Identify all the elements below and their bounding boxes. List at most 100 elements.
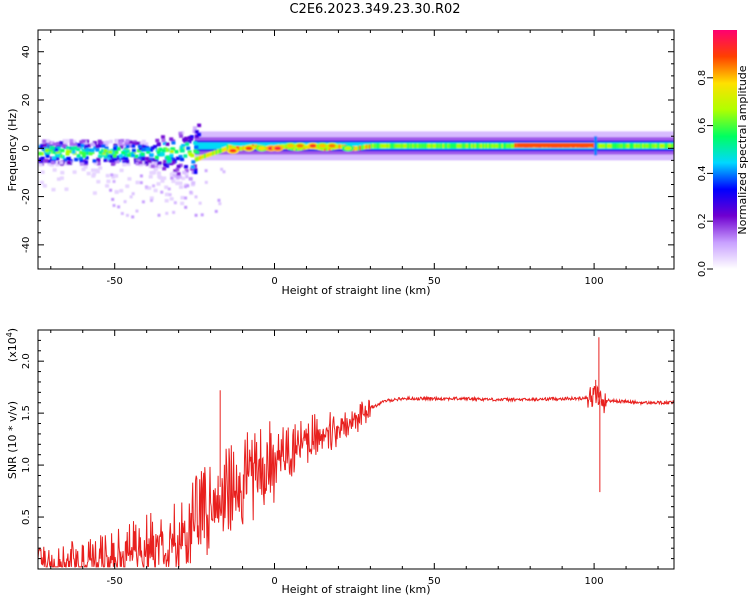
- spectrogram-noise-cell: [58, 154, 63, 158]
- snr-panel: -50 0 50 100 0.5 1.0 1.5 2.0 Height of straight…: [5, 328, 675, 596]
- spectrogram-noise-cell: [92, 191, 97, 195]
- spectrogram-noise-cell: [183, 154, 188, 158]
- spectrogram-faint-cell: [129, 195, 133, 199]
- spectrogram-noise-cell: [73, 146, 78, 150]
- spectrogram-cell: [637, 143, 640, 149]
- spectrogram-noise-cell: [110, 148, 115, 153]
- spectrogram-noise-cell: [187, 139, 192, 144]
- spectrogram-faint-cell: [112, 179, 116, 183]
- spectrogram-cell: [200, 154, 203, 160]
- snr-series-line: [38, 384, 674, 568]
- spectrogram-noise-cell: [115, 139, 120, 143]
- spectrogram-noise-cell: [48, 148, 53, 152]
- spectrogram-noise-cell: [191, 160, 196, 164]
- spectrogram-noise-cell: [147, 186, 152, 190]
- spectrogram-noise-cell: [45, 154, 50, 158]
- spectrogram-cell: [643, 143, 646, 149]
- spectrogram-noise-cell: [66, 160, 71, 165]
- spectrogram-cell: [440, 143, 443, 149]
- spectrogram-noise-cell: [127, 153, 132, 157]
- spectrogram-noise-cell: [196, 132, 201, 137]
- spectrogram-cell: [475, 143, 478, 149]
- spectrogram-cell: [431, 143, 434, 149]
- spectrogram-blob-core: [229, 148, 237, 153]
- spectrogram-cell: [421, 143, 424, 149]
- spectrogram-cell: [509, 143, 512, 149]
- spectrogram-noise-cell: [136, 148, 141, 153]
- spectrogram-noise-cell: [105, 173, 110, 178]
- spectrogram-noise-cell: [141, 139, 146, 144]
- spectrogram-noise-cell: [54, 156, 59, 161]
- spectrogram-faint-cell: [139, 174, 143, 178]
- spectrogram-cell: [220, 148, 223, 153]
- spectrogram-noise-cell: [176, 164, 181, 169]
- spectrogram-noise-cell: [119, 168, 124, 173]
- spectrogram-noise-cell: [68, 149, 73, 154]
- spectrogram-faint-cell: [200, 213, 204, 217]
- snr-multiplier: (x104): [5, 328, 19, 362]
- spectrogram-faint-cell: [204, 169, 208, 173]
- spectrogram-noise-cell: [65, 152, 70, 156]
- spectrogram-spike: [594, 136, 598, 156]
- spectrogram-cell: [410, 143, 413, 149]
- spectrogram-noise-cell: [54, 148, 59, 152]
- spectrogram-cell: [204, 153, 207, 159]
- spectrogram-noise-cell: [43, 159, 48, 163]
- spectrogram-cell: [512, 143, 515, 149]
- spectrogram-noise-cell: [197, 123, 202, 128]
- spectrogram-noise-cell: [192, 129, 197, 134]
- spectrogram-noise-cell: [164, 198, 169, 203]
- spectrogram-cell: [373, 143, 376, 149]
- spectrogram-cell: [619, 143, 622, 149]
- spectrogram-noise-cell: [76, 147, 81, 152]
- spectrogram-noise-cell: [92, 141, 97, 145]
- spectrogram-noise-cell: [50, 140, 55, 145]
- spectrogram-faint-cell: [198, 201, 202, 205]
- spectrogram-cell: [205, 153, 208, 158]
- spectrogram-cell: [598, 143, 601, 149]
- spectrogram-faint-cell: [217, 198, 221, 202]
- spectrogram-noise-cell: [119, 189, 124, 193]
- spectrogram-cell: [202, 154, 205, 160]
- spectrogram-faint-cell: [186, 184, 190, 188]
- spectrogram-noise-cell: [169, 137, 174, 141]
- spectrogram-faint-cell: [110, 173, 114, 177]
- spectrogram-cell: [437, 143, 440, 149]
- spectrogram-cell: [221, 147, 224, 153]
- spectrogram-noise-cell: [194, 145, 199, 149]
- spectrogram-noise-cell: [119, 145, 124, 149]
- spectrogram-ytick-label: 40: [21, 45, 32, 58]
- spectrogram-cell: [640, 143, 643, 149]
- spectrogram-noise-cell: [163, 159, 168, 164]
- spectrogram-cell: [365, 144, 368, 150]
- spectrogram-blob-core: [328, 144, 336, 148]
- spectrogram-noise-cell: [107, 157, 112, 161]
- spectrogram-noise-cell: [41, 147, 46, 151]
- spectrogram-noise-cell: [194, 134, 199, 139]
- chart-title: C2E6.2023.349.23.30.R02: [289, 2, 461, 17]
- spectrogram-cell: [661, 143, 664, 149]
- spectrogram-strong-band: [517, 142, 595, 147]
- spectrogram-cell: [669, 143, 672, 149]
- spectrogram-noise-cell: [108, 139, 113, 144]
- spectrogram-cell: [471, 143, 473, 149]
- spectrogram-faint-cell: [173, 201, 177, 205]
- spectrogram-faint-cell: [139, 181, 143, 185]
- spectrogram-cell: [658, 143, 660, 149]
- spectrogram-noise-cell: [39, 145, 44, 149]
- spectrogram-cell: [212, 150, 215, 156]
- spectrogram-cell: [493, 143, 496, 149]
- spectrogram-noise: [38, 123, 226, 219]
- spectrogram-noise-cell: [50, 146, 55, 150]
- spectrogram-faint-cell: [165, 211, 169, 215]
- spectrogram-cell: [237, 146, 240, 151]
- snr-xtick-label: 100: [585, 576, 604, 587]
- spectrogram-noise-cell: [96, 162, 101, 166]
- spectrogram-noise-cell: [51, 187, 56, 192]
- spectrogram-noise-cell: [56, 177, 61, 181]
- spectrogram-faint-cell: [184, 205, 188, 209]
- spectrogram-noise-cell: [81, 151, 86, 156]
- spectrogram-noise-cell: [173, 169, 178, 173]
- spectrogram-band: [194, 131, 674, 162]
- spectrogram-noise-cell: [180, 157, 185, 162]
